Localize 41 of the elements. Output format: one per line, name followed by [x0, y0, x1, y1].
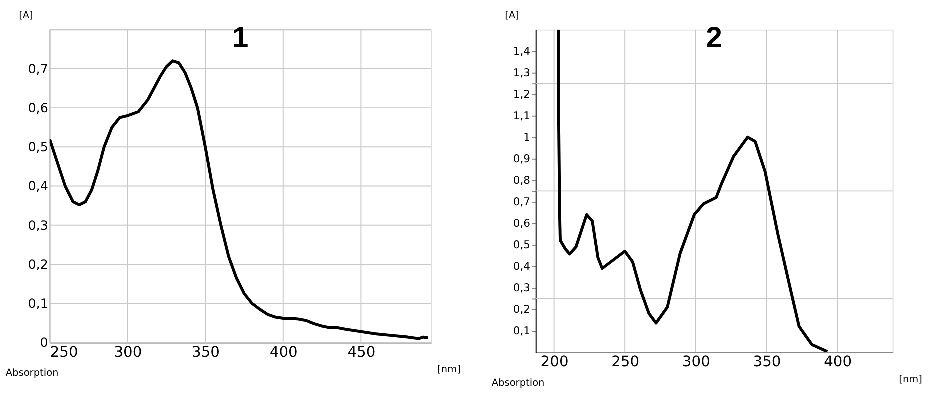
x-tick-label: 300 — [114, 344, 142, 361]
x-tick-label: 300 — [682, 354, 710, 371]
x-axis-title: [nm] — [899, 374, 922, 386]
x-tick-label: 200 — [540, 354, 569, 371]
y-tick-label: 1,4 — [513, 44, 531, 58]
y-tick-label: 0,6 — [513, 216, 531, 230]
y-tick-label: 0,4 — [28, 178, 48, 194]
text: Absorption — [6, 368, 59, 379]
y-tick-label: 0,4 — [513, 260, 531, 273]
chart-title: 2 — [706, 21, 722, 54]
y-tick-label: 0,8 — [513, 174, 531, 187]
y-tick-label: 0,7 — [28, 61, 48, 76]
y-tick-label: 0 — [40, 335, 48, 350]
x-tick-label: 250 — [612, 354, 640, 371]
y-tick-label: 1 — [524, 130, 530, 144]
text: Absorption — [492, 378, 545, 389]
y-tick-label: 0,6 — [28, 100, 48, 116]
y-tick-label: 0,2 — [513, 302, 530, 316]
x-tick-label: 400 — [824, 354, 852, 371]
y-tick-label: 0,9 — [513, 152, 531, 166]
x-tick-label: 250 — [50, 344, 78, 361]
line-series — [50, 60, 430, 340]
y-tick-label: 1,2 — [513, 88, 530, 101]
y-tick-label: 0,5 — [28, 140, 48, 155]
x-tick-label: 400 — [270, 344, 298, 361]
y-tick-label: 0,1 — [28, 296, 48, 312]
y-tick-label: 0,3 — [513, 281, 530, 294]
y-axis-title: [A] — [19, 10, 34, 22]
x-tick-label: 350 — [753, 354, 782, 371]
x-axis-title: [nm] — [438, 364, 461, 376]
y-tick-label: 0,5 — [513, 238, 530, 252]
chart-title: 1 — [232, 21, 249, 54]
y-tick-label: 1,3 — [513, 66, 530, 80]
y-tick-label: 0,3 — [28, 218, 48, 233]
y-tick-label: 0,1 — [513, 324, 530, 338]
y-tick-label: 0,2 — [28, 256, 48, 272]
x-tick-label: 350 — [192, 344, 220, 361]
y-axis-title: [A] — [505, 10, 520, 22]
y-tick-label: 1,1 — [513, 109, 530, 122]
y-tick-label: 0,7 — [513, 195, 530, 208]
x-tick-label: 450 — [348, 344, 376, 361]
